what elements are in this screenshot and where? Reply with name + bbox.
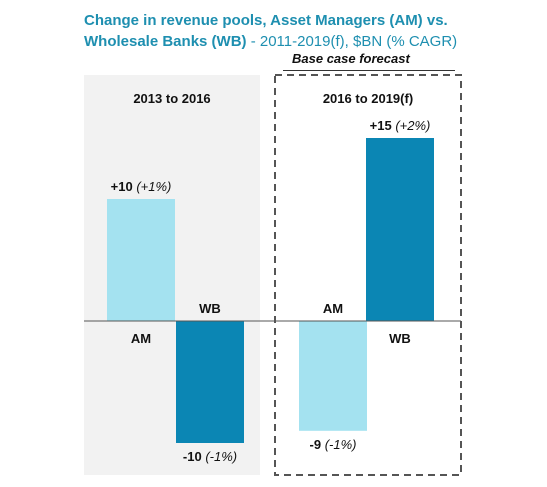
forecast-panel-box	[274, 74, 462, 476]
bar-2016-to-2019-f--AM	[299, 321, 367, 431]
category-label-1-AM: AM	[323, 301, 343, 316]
data-label-value: +15	[370, 118, 396, 133]
group-label-0: 2013 to 2016	[133, 91, 210, 106]
data-label-0-WB: -10 (-1%)	[183, 449, 237, 464]
bar-2013-to-2016-AM	[107, 199, 175, 321]
data-label-cagr: (-1%)	[325, 437, 357, 452]
forecast-underline	[283, 70, 455, 71]
data-label-value: -10	[183, 449, 205, 464]
bar-2013-to-2016-WB	[176, 321, 244, 443]
data-label-value: +10	[111, 179, 137, 194]
chart-title-bold: Change in revenue pools, Asset Managers …	[84, 12, 448, 50]
data-label-1-WB: +15 (+2%)	[370, 118, 431, 133]
data-label-cagr: (+2%)	[395, 118, 430, 133]
chart-title-subtitle: - 2011-2019(f), $BN (% CAGR)	[246, 33, 458, 50]
category-label-1-WB: WB	[389, 331, 411, 346]
category-label-0-WB: WB	[199, 301, 221, 316]
data-label-1-AM: -9 (-1%)	[310, 437, 357, 452]
bar-2016-to-2019-f--WB	[366, 138, 434, 321]
group-label-1: 2016 to 2019(f)	[323, 91, 413, 106]
data-label-cagr: (+1%)	[136, 179, 171, 194]
data-label-cagr: (-1%)	[205, 449, 237, 464]
forecast-label: Base case forecast	[292, 51, 410, 66]
data-label-value: -9	[310, 437, 325, 452]
category-label-0-AM: AM	[131, 331, 151, 346]
chart-title: Change in revenue pools, Asset Managers …	[84, 10, 524, 52]
data-label-0-AM: +10 (+1%)	[111, 179, 172, 194]
